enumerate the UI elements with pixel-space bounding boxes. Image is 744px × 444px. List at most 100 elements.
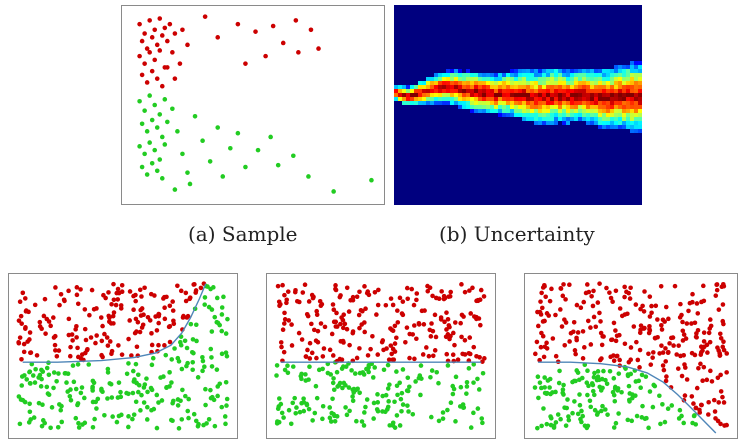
heatmap-cell	[598, 105, 602, 109]
point-green	[352, 371, 358, 376]
heatmap-cell	[626, 85, 630, 89]
heatmap-cell	[538, 97, 542, 101]
heatmap-cell	[438, 77, 442, 81]
heatmap-cell	[622, 117, 626, 121]
point-green	[405, 375, 411, 381]
point-red	[436, 296, 442, 301]
point-red	[477, 355, 482, 360]
point-green	[30, 373, 36, 378]
point-green	[692, 413, 697, 418]
point-green	[27, 369, 33, 374]
point-green	[154, 392, 160, 398]
point-red	[695, 311, 701, 316]
point-red	[467, 288, 472, 293]
heatmap-cell	[570, 77, 574, 81]
heatmap-cell	[630, 129, 634, 133]
heatmap-cell	[602, 109, 606, 113]
heatmap-cell	[550, 113, 554, 117]
heatmap-cell	[506, 73, 510, 77]
point-green	[223, 379, 229, 385]
heatmap-cell	[450, 81, 454, 85]
point-green	[371, 416, 376, 421]
point-red	[100, 354, 105, 360]
heatmap-cell	[594, 93, 598, 97]
point-red	[699, 402, 704, 408]
sample-point-red	[253, 29, 258, 34]
heatmap-cell	[514, 101, 518, 105]
heatmap-cell	[542, 117, 546, 121]
point-red	[613, 288, 619, 294]
point-red	[581, 299, 587, 305]
point-green	[453, 419, 458, 424]
heatmap-cell	[518, 85, 522, 89]
point-red	[627, 296, 633, 301]
heatmap-cell	[426, 81, 430, 85]
heatmap-cell	[558, 69, 562, 73]
point-green	[619, 389, 624, 395]
heatmap-cell	[474, 77, 478, 81]
heatmap-cell	[606, 73, 610, 77]
point-red	[720, 302, 726, 307]
heatmap-cell	[542, 81, 546, 85]
point-red	[354, 294, 360, 300]
heatmap-cell	[594, 89, 598, 93]
heatmap-cell	[582, 117, 586, 121]
heatmap-cell	[550, 73, 554, 77]
heatmap-cell	[622, 97, 626, 101]
point-red	[707, 339, 713, 345]
heatmap-cell	[582, 97, 586, 101]
sample-point-red	[137, 53, 142, 59]
heatmap-cell	[498, 81, 502, 85]
heatmap-cell	[446, 81, 450, 85]
heatmap-cell	[542, 93, 546, 97]
point-red	[333, 283, 338, 288]
point-green	[639, 415, 645, 420]
point-red	[475, 297, 481, 303]
point-red	[717, 331, 723, 337]
heatmap-cell	[626, 77, 630, 81]
point-red	[26, 309, 31, 315]
heatmap-cell	[554, 85, 558, 89]
point-red	[694, 301, 700, 306]
point-green	[320, 366, 325, 372]
heatmap-cell	[514, 97, 518, 101]
heatmap-cell	[558, 117, 562, 121]
heatmap-cell	[574, 105, 578, 109]
point-green	[297, 409, 303, 415]
heatmap-cell	[606, 121, 610, 125]
point-green	[135, 389, 141, 395]
point-red	[637, 347, 643, 353]
heatmap-cell	[562, 89, 566, 93]
heatmap-cell	[558, 97, 562, 101]
heatmap-cell	[546, 73, 550, 77]
heatmap-cell	[638, 113, 642, 117]
sample-point-green	[139, 121, 145, 127]
point-green	[189, 349, 195, 355]
heatmap-cell	[394, 97, 398, 101]
point-red	[642, 289, 647, 294]
point-red	[327, 347, 333, 353]
heatmap-cell	[462, 77, 466, 81]
heatmap-cell	[606, 89, 610, 93]
boundary-plot-1-points	[16, 281, 230, 431]
sample-point-red	[137, 21, 142, 27]
heatmap-cell	[474, 89, 478, 93]
point-red	[597, 310, 602, 316]
point-red	[622, 341, 628, 347]
heatmap-cell	[538, 77, 542, 81]
point-green	[27, 401, 32, 407]
point-green	[224, 396, 230, 402]
point-green	[290, 364, 296, 369]
heatmap-cell	[534, 97, 538, 101]
point-green	[590, 388, 596, 394]
point-green	[149, 362, 155, 368]
point-green	[335, 384, 340, 389]
heatmap-cell	[530, 113, 534, 117]
point-green	[217, 381, 223, 387]
heatmap-cell	[510, 109, 514, 113]
heatmap-cell	[554, 73, 558, 77]
heatmap-cell	[518, 89, 522, 93]
point-green	[183, 393, 188, 399]
heatmap-cell	[622, 89, 626, 93]
sample-point-red	[172, 76, 178, 81]
